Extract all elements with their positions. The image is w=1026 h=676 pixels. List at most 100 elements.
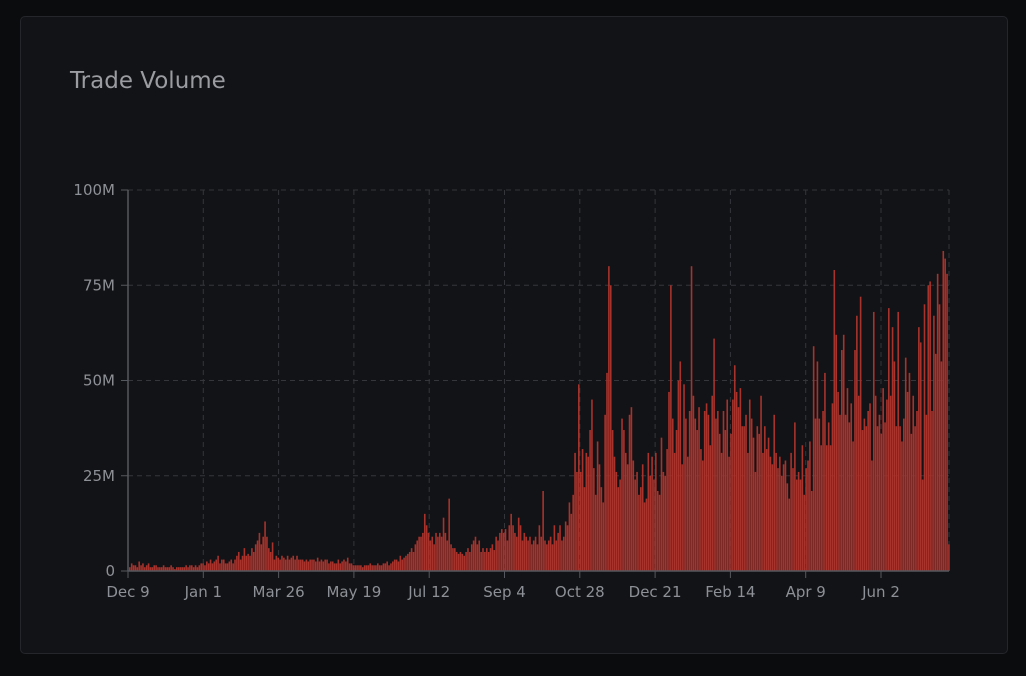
volume-bar: [305, 559, 308, 571]
volume-bar: [322, 561, 325, 572]
volume-bar: [157, 567, 159, 571]
volume-bar: [553, 525, 556, 571]
volume-bar: [339, 563, 342, 571]
volume-bar: [373, 565, 375, 571]
volume-bar: [375, 565, 377, 571]
volume-bar: [750, 418, 753, 571]
volume-bar: [221, 559, 223, 571]
volume-bar: [187, 567, 189, 571]
volume-bar: [407, 553, 409, 571]
volume-bar: [360, 565, 362, 571]
volume-bar: [369, 563, 372, 571]
volume-bar: [641, 464, 644, 571]
volume-bar: [666, 449, 668, 571]
volume-bar: [538, 525, 541, 571]
volume-bar: [343, 559, 345, 571]
volume-bar: [677, 380, 680, 571]
volume-bar: [155, 565, 157, 571]
volume-bar: [480, 551, 482, 571]
volume-bar: [844, 414, 847, 571]
volume-bar: [559, 525, 561, 571]
volume-bar: [324, 559, 326, 571]
volume-bar: [532, 540, 535, 571]
volume-bar: [948, 544, 950, 571]
volume-bar: [529, 536, 531, 571]
volume-bar: [367, 565, 370, 571]
volume-bar: [670, 285, 672, 571]
volume-bar: [794, 422, 796, 571]
volume-bar: [715, 418, 717, 571]
volume-bar: [484, 551, 486, 571]
volume-bar: [694, 418, 697, 571]
volume-bar: [683, 384, 685, 571]
volume-bar: [891, 327, 894, 571]
volume-bar: [425, 525, 428, 571]
volume-bar: [485, 548, 488, 571]
volume-bar: [277, 557, 280, 571]
volume-bar: [904, 357, 907, 571]
volume-bar: [467, 548, 469, 571]
volume-bar: [645, 498, 648, 571]
volume-bar: [903, 418, 905, 571]
volume-bar: [386, 561, 388, 572]
volume-bar: [668, 391, 670, 571]
volume-bar: [159, 567, 161, 571]
volume-bar: [572, 494, 574, 571]
volume-bar: [298, 559, 300, 571]
volume-bar: [726, 399, 729, 571]
volume-bar: [773, 414, 775, 571]
volume-bar: [296, 555, 298, 571]
volume-bar: [788, 498, 791, 571]
volume-bar: [358, 565, 360, 571]
volume-bar: [797, 471, 800, 571]
volume-bar: [946, 273, 948, 571]
volume-bar: [500, 529, 503, 571]
volume-bar: [435, 532, 437, 571]
volume-bar: [474, 536, 477, 571]
volume-bar: [685, 418, 687, 571]
volume-bar: [330, 561, 332, 572]
volume-bar: [640, 487, 642, 571]
volume-bar: [651, 456, 653, 571]
volume-bar: [401, 559, 404, 571]
volume-bar: [829, 445, 832, 571]
volume-bar: [589, 430, 591, 571]
volume-bar: [846, 388, 849, 571]
bars: [129, 250, 950, 572]
volume-bar: [547, 540, 550, 571]
volume-bar: [271, 542, 274, 571]
volume-bar: [718, 433, 721, 571]
volume-bar: [192, 567, 195, 571]
volume-bar: [403, 557, 405, 571]
volume-bar: [551, 544, 554, 571]
volume-bar: [292, 555, 295, 571]
chart-title: Trade Volume: [70, 68, 226, 94]
volume-bar: [493, 550, 496, 571]
volume-bar: [540, 536, 543, 571]
volume-bar: [395, 559, 398, 571]
volume-bar: [555, 540, 558, 571]
volume-bar: [874, 395, 877, 571]
volume-bar: [673, 452, 676, 571]
volume-bar: [328, 563, 330, 571]
volume-bar: [444, 532, 447, 571]
volume-bar: [745, 414, 747, 571]
volume-bar: [266, 536, 268, 571]
volume-bar: [237, 551, 240, 571]
volume-bar: [822, 410, 824, 571]
volume-bar: [728, 456, 730, 571]
volume-bar: [309, 559, 311, 571]
volume-bar: [301, 559, 304, 571]
volume-bar: [724, 430, 727, 571]
volume-bar: [671, 418, 674, 571]
volume-bar: [384, 563, 387, 571]
volume-bar: [461, 553, 464, 571]
volume-bar: [679, 361, 682, 571]
volume-bar: [722, 410, 725, 571]
volume-bar: [191, 565, 193, 571]
volume-bar: [469, 551, 471, 571]
volume-bar: [765, 449, 768, 571]
volume-bar: [179, 567, 182, 571]
volume-bar: [253, 551, 255, 571]
volume-bar: [281, 555, 283, 571]
